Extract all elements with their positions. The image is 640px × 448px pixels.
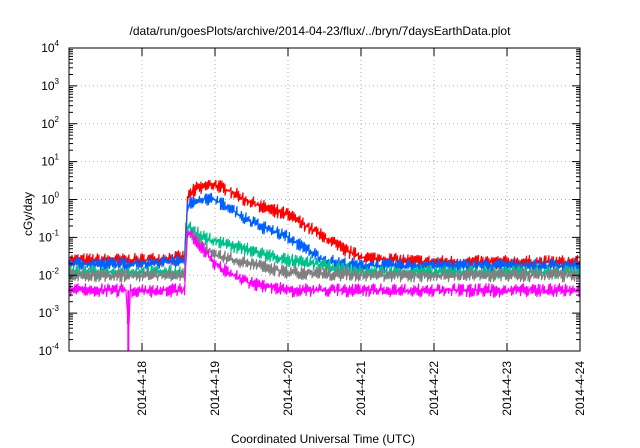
y-tick-label: 104 <box>41 39 59 55</box>
x-tick-label: 2014-4-23 <box>500 361 514 416</box>
y-axis-label: cGy/day <box>21 192 35 236</box>
y-tick-exponent: -1 <box>52 228 60 237</box>
x-tick-label: 2014-4-21 <box>354 361 368 416</box>
x-axis-label: Coordinated Universal Time (UTC) <box>231 432 415 446</box>
grid <box>69 48 580 351</box>
y-tick-label: 10-4 <box>39 342 60 358</box>
y-tick-exponent: 0 <box>55 191 60 200</box>
y-tick-label: 102 <box>41 115 59 131</box>
y-tick-exponent: 1 <box>55 153 60 162</box>
y-tick-exponent: 3 <box>55 77 60 86</box>
y-tick-label: 10-1 <box>39 228 60 244</box>
y-tick-label: 101 <box>41 153 59 169</box>
chart-title: /data/run/goesPlots/archive/2014-04-23/f… <box>130 24 512 38</box>
y-tick-label: 103 <box>41 77 59 93</box>
y-tick-exponent: -3 <box>52 304 60 313</box>
series-line-5 <box>68 229 580 326</box>
x-tick-label: 2014-4-24 <box>573 361 587 416</box>
ticks: 10-410-310-210-11001011021031042014-4-18… <box>39 39 587 416</box>
y-tick-label: 10-2 <box>39 266 60 282</box>
series-line-4 <box>68 229 580 283</box>
x-tick-label: 2014-4-19 <box>208 361 222 416</box>
series-line-1 <box>68 179 580 270</box>
x-tick-label: 2014-4-20 <box>281 361 295 416</box>
y-tick-label: 10-3 <box>39 304 60 320</box>
y-tick-exponent: -2 <box>52 266 60 275</box>
series-group <box>68 179 580 351</box>
y-tick-exponent: -4 <box>52 342 60 351</box>
y-tick-exponent: 4 <box>55 39 60 48</box>
y-tick-exponent: 2 <box>55 115 60 124</box>
y-tick-label: 100 <box>41 191 59 207</box>
x-tick-label: 2014-4-22 <box>427 361 441 416</box>
x-tick-label: 2014-4-18 <box>135 361 149 416</box>
